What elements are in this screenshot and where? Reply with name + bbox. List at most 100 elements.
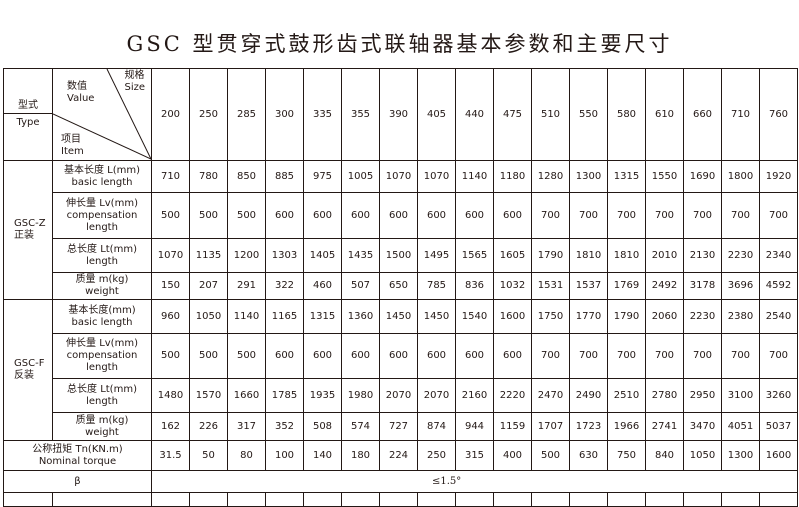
- value-cell: 207: [189, 272, 228, 300]
- size-header: 510: [531, 68, 570, 161]
- torque-cell: 100: [265, 440, 304, 471]
- value-cell: 1303: [265, 238, 304, 273]
- value-cell: 1315: [607, 160, 646, 193]
- value-cell: 1770: [569, 299, 608, 334]
- value-cell: 574: [341, 412, 380, 441]
- row-label: 伸长量 Lv(mm) compensation length: [52, 192, 152, 239]
- value-cell: 1790: [531, 238, 570, 273]
- type-header: 型式 Type: [3, 68, 53, 161]
- group-label: GSC-F 反装: [3, 299, 53, 441]
- value-cell: 885: [265, 160, 304, 193]
- value-cell: 600: [265, 333, 304, 379]
- value-cell: 500: [189, 333, 228, 379]
- value-cell: 1315: [303, 299, 342, 334]
- value-cell: 1280: [531, 160, 570, 193]
- torque-cell: 1600: [759, 440, 798, 471]
- row-label: 质量 m(kg) weight: [52, 412, 152, 441]
- value-cell: 780: [189, 160, 228, 193]
- size-header: 475: [493, 68, 532, 161]
- value-cell: 850: [227, 160, 266, 193]
- row-label-en: basic length: [71, 316, 133, 328]
- value-cell: 700: [531, 192, 570, 239]
- page-title: GSC 型贯穿式鼓形齿式联轴器基本参数和主要尺寸: [126, 32, 673, 56]
- size-label: 规格 Size: [124, 70, 145, 94]
- torque-label-en: Nominal torque: [38, 455, 117, 467]
- torque-cell: 750: [607, 440, 646, 471]
- value-en: Value: [67, 93, 95, 104]
- value-cell: 1790: [607, 299, 646, 334]
- value-cell: 1140: [455, 160, 494, 193]
- value-cell: 1537: [569, 272, 608, 300]
- size-header: 285: [227, 68, 266, 161]
- value-cell: 836: [455, 272, 494, 300]
- empty-cell: [645, 492, 684, 507]
- torque-cell: 630: [569, 440, 608, 471]
- value-cell: 1300: [569, 160, 608, 193]
- value-cell: 2130: [683, 238, 722, 273]
- value-cell: 1810: [569, 238, 608, 273]
- value-cell: 2780: [645, 378, 684, 413]
- item-en: Item: [61, 146, 84, 157]
- value-cell: 2380: [721, 299, 760, 334]
- value-cell: 1920: [759, 160, 798, 193]
- table-row: 总长度 Lt(mm) length 1480 1570 1660 1785 1935 1980…: [4, 378, 798, 413]
- value-cell: 352: [265, 412, 304, 441]
- value-cell: 2220: [493, 378, 532, 413]
- size-cn: 规格: [124, 70, 145, 81]
- value-cell: 700: [759, 333, 798, 379]
- value-cell: 2230: [683, 299, 722, 334]
- torque-cell: 224: [379, 440, 418, 471]
- torque-cell: 500: [531, 440, 570, 471]
- row-label-cn: 基本长度(mm): [68, 304, 136, 316]
- value-cell: 2510: [607, 378, 646, 413]
- value-cell: 600: [493, 192, 532, 239]
- value-cell: 944: [455, 412, 494, 441]
- size-header: 390: [379, 68, 418, 161]
- value-cell: 1750: [531, 299, 570, 334]
- torque-cell: 140: [303, 440, 342, 471]
- row-label-cn: 总长度 Lt(mm): [67, 243, 137, 255]
- empty-cell: [52, 492, 152, 507]
- value-cell: 500: [151, 333, 190, 379]
- empty-cell: [379, 492, 418, 507]
- table-row: 质量 m(kg) weight 162 226 317 352 508 574 727 874 94…: [4, 412, 798, 441]
- value-cell: 1570: [189, 378, 228, 413]
- value-cell: 874: [417, 412, 456, 441]
- value-cell: 700: [569, 333, 608, 379]
- value-cell: 2340: [759, 238, 798, 273]
- value-cell: 1690: [683, 160, 722, 193]
- size-header: 440: [455, 68, 494, 161]
- torque-cell: 1050: [683, 440, 722, 471]
- value-cell: 1005: [341, 160, 380, 193]
- row-label: 基本长度 L(mm) basic length: [52, 160, 152, 193]
- beta-row: β ≤1.5°: [3, 470, 798, 493]
- torque-cell: 31.5: [151, 440, 190, 471]
- size-header: 405: [417, 68, 456, 161]
- value-cell: 700: [721, 333, 760, 379]
- value-cell: 1032: [493, 272, 532, 300]
- row-label-en: weight: [85, 286, 119, 297]
- value-cell: 1165: [265, 299, 304, 334]
- row-label: 总长度 Lt(mm) length: [52, 378, 152, 413]
- value-cell: 710: [151, 160, 190, 193]
- value-cell: 1707: [531, 412, 570, 441]
- table-row: GSC-Z 正装 基本长度 L(mm) basic length 710 780 850 88…: [3, 160, 798, 300]
- value-cell: 322: [265, 272, 304, 300]
- value-cell: 4051: [721, 412, 760, 441]
- value-cell: 2070: [379, 378, 418, 413]
- empty-cell: [303, 492, 342, 507]
- row-label-cn: 质量 m(kg): [75, 274, 129, 285]
- value-cell: 1769: [607, 272, 646, 300]
- value-cell: 1605: [493, 238, 532, 273]
- value-cell: 1980: [341, 378, 380, 413]
- value-cell: 600: [303, 333, 342, 379]
- value-cell: 150: [151, 272, 190, 300]
- value-cell: 1180: [493, 160, 532, 193]
- value-cell: 2060: [645, 299, 684, 334]
- value-cell: 460: [303, 272, 342, 300]
- value-cell: 2070: [417, 378, 456, 413]
- value-cell: 600: [379, 192, 418, 239]
- value-cell: 1966: [607, 412, 646, 441]
- value-cell: 2492: [645, 272, 684, 300]
- value-cell: 727: [379, 412, 418, 441]
